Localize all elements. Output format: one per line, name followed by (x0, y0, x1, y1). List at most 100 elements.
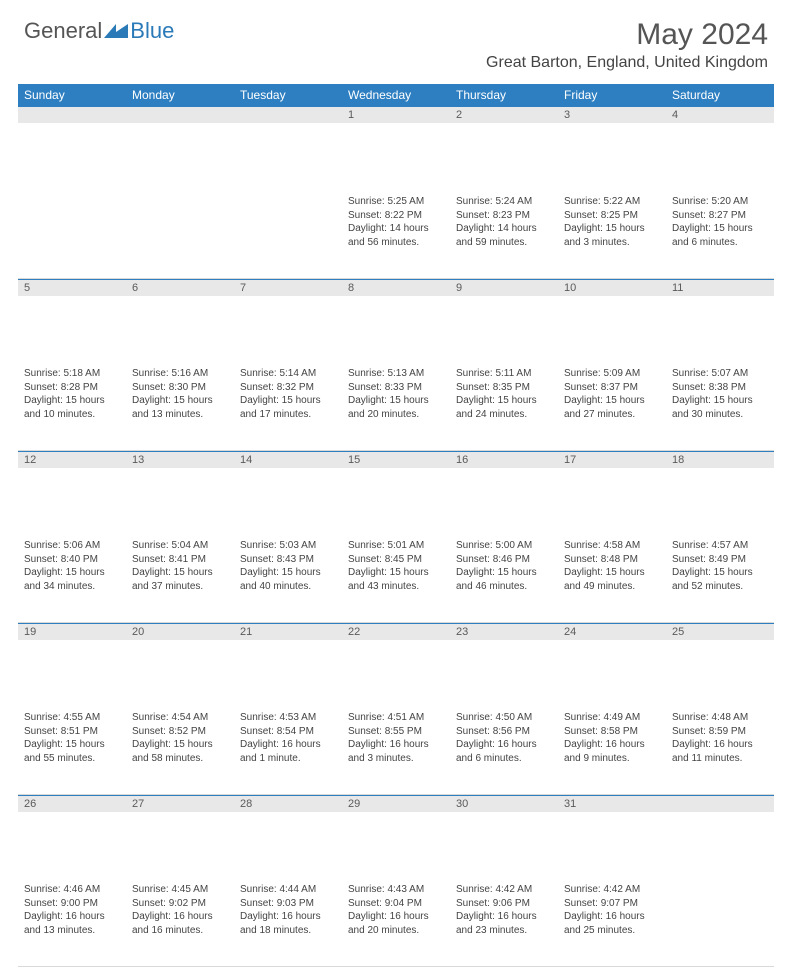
day-num-cell: 19 (18, 622, 126, 708)
day-number: 13 (126, 451, 234, 468)
day-num-cell: 3 (558, 106, 666, 192)
weekday-header: Sunday (18, 84, 126, 106)
day-info: Sunrise: 4:46 AMSunset: 9:00 PMDaylight:… (18, 880, 126, 941)
day-info-cell: Sunrise: 4:53 AMSunset: 8:54 PMDaylight:… (234, 708, 342, 794)
week-info-row: Sunrise: 5:18 AMSunset: 8:28 PMDaylight:… (18, 364, 774, 450)
day-num-cell (666, 794, 774, 880)
day-num-cell: 29 (342, 794, 450, 880)
day-info-cell: Sunrise: 4:43 AMSunset: 9:04 PMDaylight:… (342, 880, 450, 966)
day-info: Sunrise: 4:55 AMSunset: 8:51 PMDaylight:… (18, 708, 126, 769)
calendar-table: Sunday Monday Tuesday Wednesday Thursday… (18, 84, 774, 967)
day-info-cell: Sunrise: 4:58 AMSunset: 8:48 PMDaylight:… (558, 536, 666, 622)
day-number: 14 (234, 451, 342, 468)
weekday-header-row: Sunday Monday Tuesday Wednesday Thursday… (18, 84, 774, 106)
day-number: 24 (558, 623, 666, 640)
day-number: 8 (342, 279, 450, 296)
day-num-cell: 8 (342, 278, 450, 364)
day-num-cell: 10 (558, 278, 666, 364)
day-info-cell (234, 192, 342, 278)
day-num-cell: 30 (450, 794, 558, 880)
day-num-cell: 5 (18, 278, 126, 364)
day-number: 28 (234, 795, 342, 812)
day-num-cell: 25 (666, 622, 774, 708)
calendar-body: 1234Sunrise: 5:25 AMSunset: 8:22 PMDayli… (18, 106, 774, 966)
day-info: Sunrise: 4:54 AMSunset: 8:52 PMDaylight:… (126, 708, 234, 769)
day-number: 29 (342, 795, 450, 812)
week-info-row: Sunrise: 4:55 AMSunset: 8:51 PMDaylight:… (18, 708, 774, 794)
day-number: 10 (558, 279, 666, 296)
day-info-cell: Sunrise: 5:24 AMSunset: 8:23 PMDaylight:… (450, 192, 558, 278)
day-info-cell: Sunrise: 5:22 AMSunset: 8:25 PMDaylight:… (558, 192, 666, 278)
day-num-cell: 7 (234, 278, 342, 364)
day-info-cell: Sunrise: 5:16 AMSunset: 8:30 PMDaylight:… (126, 364, 234, 450)
day-info: Sunrise: 4:58 AMSunset: 8:48 PMDaylight:… (558, 536, 666, 597)
day-info-cell: Sunrise: 4:45 AMSunset: 9:02 PMDaylight:… (126, 880, 234, 966)
weekday-header: Tuesday (234, 84, 342, 106)
day-info: Sunrise: 5:11 AMSunset: 8:35 PMDaylight:… (450, 364, 558, 425)
day-info: Sunrise: 4:53 AMSunset: 8:54 PMDaylight:… (234, 708, 342, 769)
day-num-cell: 4 (666, 106, 774, 192)
day-info-cell (666, 880, 774, 966)
day-num-cell: 17 (558, 450, 666, 536)
day-info: Sunrise: 4:45 AMSunset: 9:02 PMDaylight:… (126, 880, 234, 941)
day-info-cell: Sunrise: 4:49 AMSunset: 8:58 PMDaylight:… (558, 708, 666, 794)
day-num-cell: 27 (126, 794, 234, 880)
day-info: Sunrise: 5:03 AMSunset: 8:43 PMDaylight:… (234, 536, 342, 597)
day-num-cell: 9 (450, 278, 558, 364)
day-number: 26 (18, 795, 126, 812)
week-info-row: Sunrise: 5:06 AMSunset: 8:40 PMDaylight:… (18, 536, 774, 622)
day-info-cell: Sunrise: 4:44 AMSunset: 9:03 PMDaylight:… (234, 880, 342, 966)
week-info-row: Sunrise: 4:46 AMSunset: 9:00 PMDaylight:… (18, 880, 774, 966)
day-number: 22 (342, 623, 450, 640)
day-info: Sunrise: 4:50 AMSunset: 8:56 PMDaylight:… (450, 708, 558, 769)
day-info: Sunrise: 5:25 AMSunset: 8:22 PMDaylight:… (342, 192, 450, 253)
logo-word-blue: Blue (130, 18, 174, 44)
day-number: 16 (450, 451, 558, 468)
weekday-header: Wednesday (342, 84, 450, 106)
day-info-cell: Sunrise: 5:04 AMSunset: 8:41 PMDaylight:… (126, 536, 234, 622)
day-info: Sunrise: 4:57 AMSunset: 8:49 PMDaylight:… (666, 536, 774, 597)
page-header: General Blue May 2024 Great Barton, Engl… (0, 0, 792, 76)
day-info: Sunrise: 5:14 AMSunset: 8:32 PMDaylight:… (234, 364, 342, 425)
day-info-cell: Sunrise: 4:54 AMSunset: 8:52 PMDaylight:… (126, 708, 234, 794)
day-info-cell: Sunrise: 5:13 AMSunset: 8:33 PMDaylight:… (342, 364, 450, 450)
day-num-cell: 14 (234, 450, 342, 536)
weekday-header: Friday (558, 84, 666, 106)
day-num-cell: 22 (342, 622, 450, 708)
day-info: Sunrise: 5:13 AMSunset: 8:33 PMDaylight:… (342, 364, 450, 425)
day-num-cell: 6 (126, 278, 234, 364)
day-number: 6 (126, 279, 234, 296)
day-info-cell: Sunrise: 4:51 AMSunset: 8:55 PMDaylight:… (342, 708, 450, 794)
logo: General Blue (24, 18, 174, 44)
day-info: Sunrise: 5:18 AMSunset: 8:28 PMDaylight:… (18, 364, 126, 425)
day-info-cell: Sunrise: 5:18 AMSunset: 8:28 PMDaylight:… (18, 364, 126, 450)
day-info-cell: Sunrise: 5:25 AMSunset: 8:22 PMDaylight:… (342, 192, 450, 278)
day-number: 1 (342, 106, 450, 123)
day-number: 4 (666, 106, 774, 123)
day-num-cell: 24 (558, 622, 666, 708)
day-info-cell: Sunrise: 5:07 AMSunset: 8:38 PMDaylight:… (666, 364, 774, 450)
title-month: May 2024 (486, 18, 768, 52)
day-number: 3 (558, 106, 666, 123)
day-info-cell: Sunrise: 5:14 AMSunset: 8:32 PMDaylight:… (234, 364, 342, 450)
day-info: Sunrise: 4:42 AMSunset: 9:07 PMDaylight:… (558, 880, 666, 941)
day-info-cell: Sunrise: 5:03 AMSunset: 8:43 PMDaylight:… (234, 536, 342, 622)
day-info: Sunrise: 4:43 AMSunset: 9:04 PMDaylight:… (342, 880, 450, 941)
week-num-row: 567891011 (18, 278, 774, 364)
day-info: Sunrise: 5:24 AMSunset: 8:23 PMDaylight:… (450, 192, 558, 253)
day-info-cell: Sunrise: 4:46 AMSunset: 9:00 PMDaylight:… (18, 880, 126, 966)
day-info: Sunrise: 5:16 AMSunset: 8:30 PMDaylight:… (126, 364, 234, 425)
day-info-cell: Sunrise: 4:55 AMSunset: 8:51 PMDaylight:… (18, 708, 126, 794)
day-num-cell: 11 (666, 278, 774, 364)
day-info-cell (126, 192, 234, 278)
day-info-cell: Sunrise: 4:50 AMSunset: 8:56 PMDaylight:… (450, 708, 558, 794)
day-info-cell: Sunrise: 4:48 AMSunset: 8:59 PMDaylight:… (666, 708, 774, 794)
day-num-cell: 18 (666, 450, 774, 536)
weekday-header: Monday (126, 84, 234, 106)
day-info-cell: Sunrise: 4:42 AMSunset: 9:07 PMDaylight:… (558, 880, 666, 966)
day-info-cell: Sunrise: 4:57 AMSunset: 8:49 PMDaylight:… (666, 536, 774, 622)
day-info: Sunrise: 5:06 AMSunset: 8:40 PMDaylight:… (18, 536, 126, 597)
day-num-cell: 15 (342, 450, 450, 536)
day-number: 11 (666, 279, 774, 296)
day-number: 5 (18, 279, 126, 296)
